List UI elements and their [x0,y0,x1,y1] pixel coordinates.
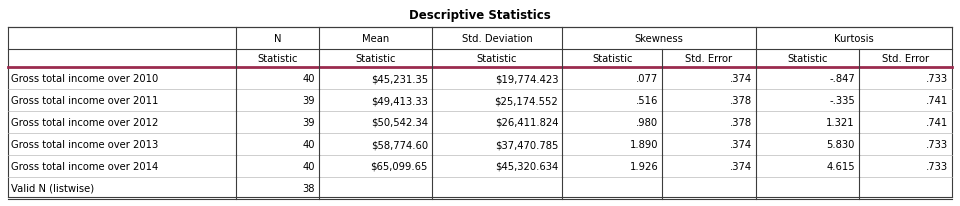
Text: .516: .516 [636,96,659,105]
Text: $19,774.423: $19,774.423 [494,74,558,84]
Text: Std. Error: Std. Error [882,54,929,64]
Text: .374: .374 [730,139,752,149]
Text: .733: .733 [925,161,948,171]
Text: 5.830: 5.830 [827,139,854,149]
Text: Gross total income over 2013: Gross total income over 2013 [11,139,158,149]
Text: .733: .733 [925,139,948,149]
Text: $58,774.60: $58,774.60 [371,139,428,149]
Text: Mean: Mean [362,34,389,44]
Text: .980: .980 [636,117,659,127]
Text: $45,231.35: $45,231.35 [371,74,428,84]
Text: .741: .741 [925,96,948,105]
Text: .733: .733 [925,74,948,84]
Text: .374: .374 [730,74,752,84]
Text: 1.890: 1.890 [630,139,659,149]
Text: .374: .374 [730,161,752,171]
Text: Kurtosis: Kurtosis [834,34,874,44]
Text: $49,413.33: $49,413.33 [371,96,428,105]
Text: Statistic: Statistic [787,54,828,64]
Text: Statistic: Statistic [355,54,396,64]
Text: -.335: -.335 [829,96,854,105]
Text: 40: 40 [302,161,315,171]
Text: $26,411.824: $26,411.824 [494,117,558,127]
Text: Statistic: Statistic [257,54,298,64]
Text: Gross total income over 2011: Gross total income over 2011 [11,96,158,105]
Text: 39: 39 [302,96,315,105]
Text: 40: 40 [302,139,315,149]
Text: Gross total income over 2010: Gross total income over 2010 [11,74,158,84]
Text: N: N [274,34,281,44]
Text: $37,470.785: $37,470.785 [494,139,558,149]
Text: 40: 40 [302,74,315,84]
Text: 39: 39 [302,117,315,127]
Text: Gross total income over 2012: Gross total income over 2012 [11,117,158,127]
Text: -.847: -.847 [829,74,854,84]
Text: Skewness: Skewness [635,34,684,44]
Text: Std. Error: Std. Error [685,54,732,64]
Text: 1.926: 1.926 [630,161,659,171]
Text: $45,320.634: $45,320.634 [495,161,558,171]
Text: .741: .741 [925,117,948,127]
Text: $50,542.34: $50,542.34 [371,117,428,127]
Text: Descriptive Statistics: Descriptive Statistics [409,9,551,22]
Text: Gross total income over 2014: Gross total income over 2014 [11,161,158,171]
Text: 4.615: 4.615 [827,161,854,171]
Text: .378: .378 [730,117,752,127]
Text: Std. Deviation: Std. Deviation [462,34,533,44]
Text: Statistic: Statistic [477,54,517,64]
Text: .378: .378 [730,96,752,105]
Text: $25,174.552: $25,174.552 [494,96,558,105]
Text: 38: 38 [302,183,315,193]
Text: 1.321: 1.321 [827,117,854,127]
Text: Statistic: Statistic [592,54,633,64]
Text: Valid N (listwise): Valid N (listwise) [11,183,94,193]
Text: .077: .077 [636,74,659,84]
Text: $65,099.65: $65,099.65 [371,161,428,171]
